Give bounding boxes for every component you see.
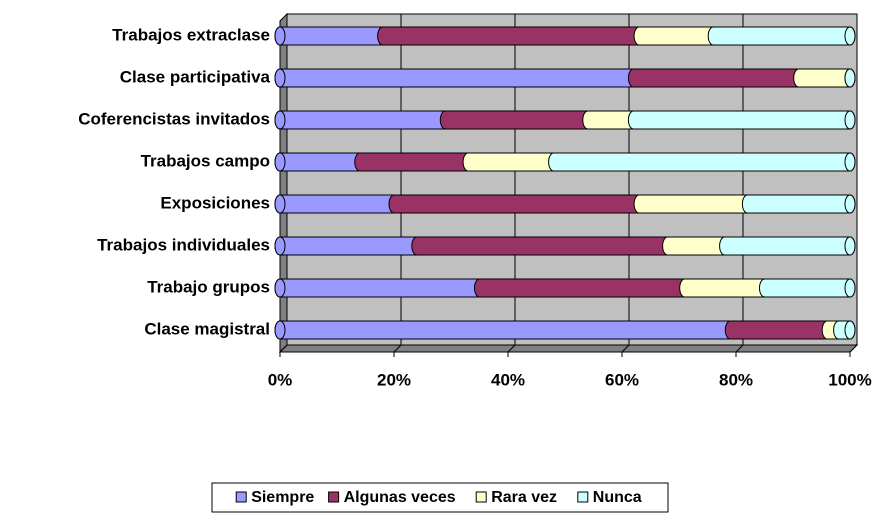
legend xyxy=(211,482,669,513)
x-tick-label: 100% xyxy=(828,370,871,389)
bar-start-cap xyxy=(274,110,286,130)
bar-segment xyxy=(633,26,719,46)
bar-segment xyxy=(274,320,736,340)
bar-segment xyxy=(411,236,674,256)
bar-segment xyxy=(724,320,833,340)
bar-segment xyxy=(274,26,389,46)
category-label: Trabajos extraclase xyxy=(112,25,270,44)
bar-end-cap xyxy=(844,236,856,256)
x-tick-label: 80% xyxy=(719,370,753,389)
floor xyxy=(278,344,859,353)
bar-segment xyxy=(354,152,474,172)
x-tick-label: 60% xyxy=(605,370,639,389)
bar-segment xyxy=(627,110,856,130)
bar-segment xyxy=(474,278,691,298)
bar-segment xyxy=(719,236,856,256)
bar-end-cap xyxy=(844,152,856,172)
bar-segment xyxy=(633,194,753,214)
bar-segment xyxy=(274,236,423,256)
bar-end-cap xyxy=(844,194,856,214)
bar-start-cap xyxy=(274,236,286,256)
bar-start-cap xyxy=(274,194,286,214)
bar-segment xyxy=(741,194,856,214)
category-label: Clase participativa xyxy=(120,67,271,86)
bar-segment xyxy=(388,194,645,214)
bar-segment xyxy=(274,152,366,172)
bar-segment xyxy=(274,194,400,214)
bar-start-cap xyxy=(274,26,286,46)
legend-swatch xyxy=(475,491,487,503)
legend-swatch xyxy=(577,491,589,503)
grid-line xyxy=(849,14,858,353)
bar-end-cap xyxy=(844,320,856,340)
legend-label: Nunca xyxy=(593,489,642,506)
bar-start-cap xyxy=(274,320,286,340)
legend-swatch xyxy=(328,491,340,503)
legend-label: Algunas veces xyxy=(344,489,456,506)
x-tick-label: 40% xyxy=(491,370,525,389)
bar-segment xyxy=(274,110,451,130)
bar-segment xyxy=(377,26,645,46)
bar-segment xyxy=(274,278,485,298)
category-label: Exposiciones xyxy=(160,193,270,212)
category-label: Trabajo grupos xyxy=(147,277,270,296)
category-label: Coferencistas invitados xyxy=(78,109,270,128)
x-tick-label: 20% xyxy=(377,370,411,389)
bar-segment xyxy=(707,26,856,46)
legend-label: Rara vez xyxy=(491,489,557,506)
category-label: Trabajos individuales xyxy=(97,235,270,254)
legend-label: Siempre xyxy=(251,489,314,506)
side-wall xyxy=(279,12,288,354)
bar-segment xyxy=(679,278,770,298)
bar-end-cap xyxy=(844,26,856,46)
bar-start-cap xyxy=(274,68,286,88)
bar-end-cap xyxy=(844,68,856,88)
bar-segment xyxy=(759,278,856,298)
x-tick-label: 0% xyxy=(268,370,293,389)
bar-start-cap xyxy=(274,278,286,298)
legend-swatch xyxy=(235,491,247,503)
bar-segment xyxy=(462,152,560,172)
bar-end-cap xyxy=(844,278,856,298)
bar-segment xyxy=(548,152,856,172)
bar-start-cap xyxy=(274,152,286,172)
category-label: Trabajos campo xyxy=(141,151,270,170)
category-label: Clase magistral xyxy=(144,319,270,338)
bar-segment xyxy=(274,68,639,88)
bar-segment xyxy=(627,68,805,88)
bar-end-cap xyxy=(844,110,856,130)
bar-segment xyxy=(439,110,594,130)
